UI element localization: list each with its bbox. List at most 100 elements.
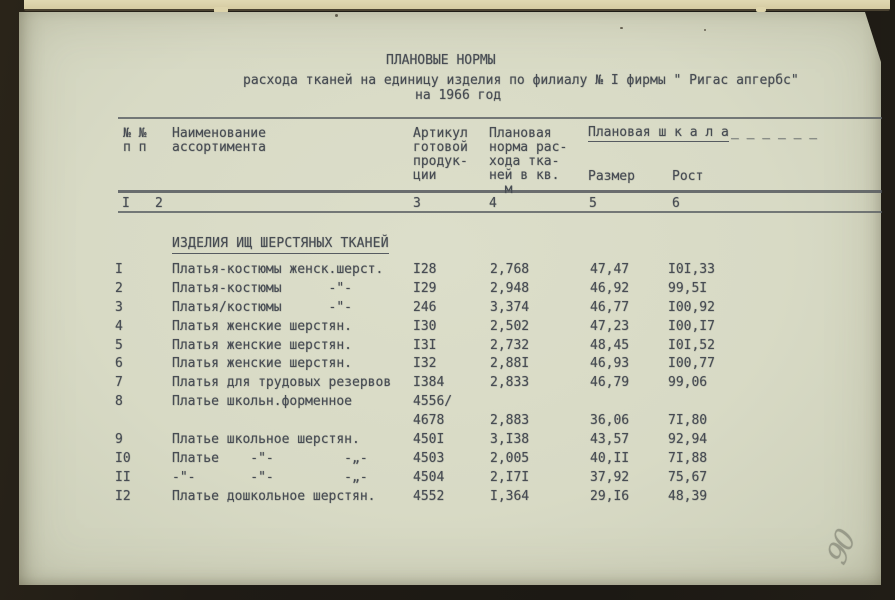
height-value: I00,I7 [668, 318, 715, 334]
article-number: I30 [413, 318, 437, 334]
header-scale-group: Плановая ш к а л а [588, 125, 729, 142]
document-page: ПЛАНОВЫЕ НОРМЫ расхода тканей на единицу… [19, 12, 882, 585]
table-rule-top [118, 117, 882, 119]
article-number: I32 [413, 356, 437, 372]
header-norm-line1: Плановая [489, 126, 552, 141]
table-row: I2 Платье дошкольное шерстян. 4552 I,364… [19, 488, 881, 507]
size-value: 40,II [590, 450, 630, 466]
header-name-line1: Наименование [172, 126, 266, 141]
item-name: Платья женские шерстян. [172, 356, 353, 372]
header-norm-line3: хода тка- [489, 154, 560, 169]
header-article-line4: ции [413, 168, 437, 183]
article-number: 4556/ [413, 394, 453, 410]
height-value: I0I,52 [668, 337, 715, 353]
size-value: 46,79 [590, 375, 630, 391]
norm-value: 2,883 [490, 413, 530, 429]
header-growth: Рост [672, 169, 704, 184]
item-name: Платье школьное шерстян. [172, 432, 360, 448]
col-number-5: 5 [589, 196, 597, 211]
table-rule-middle [118, 190, 882, 193]
table-row: 5 Платья женские шерстян. I3I 2,732 48,4… [19, 337, 881, 356]
height-value: I00,77 [668, 356, 715, 372]
table-row: 6 Платья женские шерстян. I32 2,88I 46,9… [19, 355, 881, 374]
norm-value: 2,88I [490, 356, 530, 372]
size-value: 46,93 [590, 356, 630, 372]
height-value: 7I,88 [668, 450, 708, 466]
paper-speck [335, 14, 338, 17]
height-value: 75,67 [668, 469, 708, 485]
height-value: 48,39 [668, 488, 708, 504]
item-name: -"- -"- -„- [172, 469, 368, 485]
norm-value: 2,I7I [490, 469, 530, 485]
size-value: 47,23 [590, 318, 630, 334]
document-title: ПЛАНОВЫЕ НОРМЫ [386, 53, 496, 68]
header-num-line2: п п [123, 140, 147, 155]
height-value: 92,94 [668, 432, 708, 448]
height-value: 7I,80 [668, 413, 708, 429]
size-value: 37,92 [590, 469, 630, 485]
col-number-4: 4 [489, 196, 497, 211]
row-number: 8 [115, 394, 123, 410]
header-norm-line2: норма рас- [489, 140, 568, 155]
row-number: I [115, 262, 123, 277]
header-article-line1: Артикул [413, 126, 468, 141]
item-name: Платья/костюмы -"- [172, 299, 353, 315]
size-value: 48,45 [590, 337, 630, 353]
item-name: Платья-костюмы -"- [172, 280, 353, 296]
size-value: 47,47 [590, 262, 630, 277]
header-num-line1: № № [123, 126, 147, 141]
section-title: ИЗДЕЛИЯ ИЩ ШЕРСТЯНЫХ ТКАНЕЙ [172, 237, 389, 254]
item-name: Платье -"- -„- [172, 450, 368, 466]
norm-value: 2,502 [490, 318, 530, 334]
table-row: 3 Платья/костюмы -"- 246 3,374 46,77 I00… [19, 299, 881, 318]
col-number-1: I [122, 196, 130, 211]
article-number: 4503 [413, 450, 445, 466]
table-rule-bottom [118, 211, 882, 213]
article-number: 4552 [413, 488, 445, 504]
item-name: Платья женские шерстян. [172, 318, 353, 334]
row-number: 5 [115, 337, 123, 353]
header-article-line3: продук- [413, 154, 468, 169]
item-name: Платье дошкольное шерстян. [172, 488, 376, 504]
article-number: I384 [413, 375, 445, 391]
col-number-3: 3 [413, 196, 421, 211]
height-value: 99,5I [668, 280, 708, 296]
page-corner-tear [865, 12, 881, 62]
header-scale-trail: _ _ _ _ _ _ [731, 125, 818, 140]
table-body: I Платья-костюмы женск.шерст. I28 2,768 … [19, 261, 881, 507]
size-value: 43,57 [590, 432, 630, 448]
table-row: 4678 2,883 36,06 7I,80 [19, 412, 881, 431]
header-size: Размер [588, 169, 635, 184]
paper-chip [214, 7, 228, 13]
row-number: 3 [115, 299, 123, 315]
row-number: 7 [115, 375, 123, 391]
size-value: 46,92 [590, 280, 630, 296]
size-value: 29,I6 [590, 488, 630, 504]
paper-speck [704, 29, 706, 31]
norm-value: 2,768 [490, 262, 530, 277]
article-number: I28 [413, 262, 437, 277]
height-value: 99,06 [668, 375, 708, 391]
height-value: I00,92 [668, 299, 715, 315]
table-row: I0 Платье -"- -„- 4503 2,005 40,II 7I,88 [19, 450, 881, 469]
header-norm-line5: м [489, 182, 513, 197]
item-name: Платья женские шерстян. [172, 337, 353, 353]
previous-page-edge [24, 0, 890, 11]
table-row: 9 Платье школьное шерстян. 450I 3,I38 43… [19, 431, 881, 450]
header-name-line2: ассортимента [172, 140, 266, 155]
row-number: I2 [115, 488, 131, 504]
norm-value: 2,948 [490, 280, 530, 296]
col-number-2: 2 [155, 196, 163, 211]
item-name: Платье школьн.форменное [172, 394, 353, 410]
norm-value: 2,005 [490, 450, 530, 466]
size-value: 46,77 [590, 299, 630, 315]
row-number: 2 [115, 280, 123, 296]
table-row: 7 Платья для трудовых резервов I384 2,83… [19, 374, 881, 393]
header-article-line2: готовой [413, 140, 468, 155]
table-row: 8 Платье школьн.форменное 4556/ [19, 393, 881, 412]
article-number: I29 [413, 280, 437, 296]
article-number: I3I [413, 337, 437, 353]
norm-value: 3,374 [490, 299, 530, 315]
row-number: 6 [115, 356, 123, 372]
norm-value: 3,I38 [490, 432, 530, 448]
